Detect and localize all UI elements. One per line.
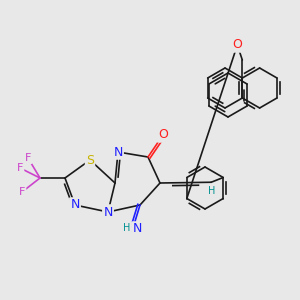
Text: N: N bbox=[70, 199, 80, 212]
Text: H: H bbox=[123, 223, 131, 233]
Text: O: O bbox=[158, 128, 168, 142]
Text: N: N bbox=[113, 146, 123, 158]
Text: F: F bbox=[17, 163, 23, 173]
Text: F: F bbox=[19, 187, 25, 197]
Text: N: N bbox=[132, 223, 142, 236]
Text: H: H bbox=[208, 186, 216, 196]
Text: N: N bbox=[103, 206, 113, 218]
Text: S: S bbox=[86, 154, 94, 166]
Text: F: F bbox=[25, 153, 31, 163]
Text: O: O bbox=[232, 38, 242, 52]
